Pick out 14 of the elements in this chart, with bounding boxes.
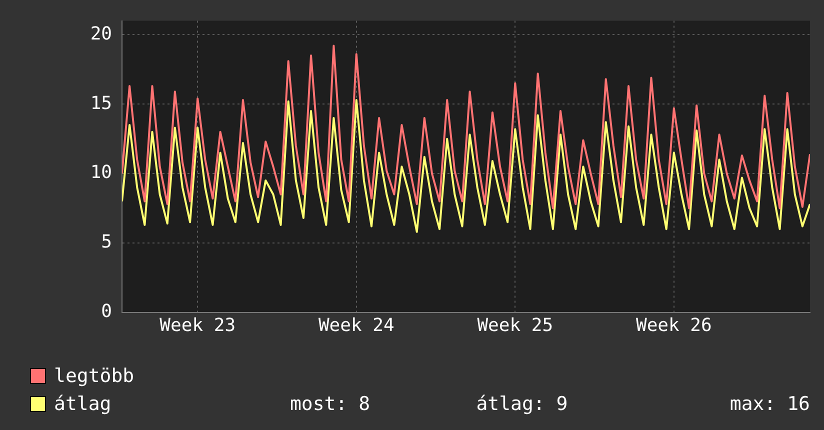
text: max: 16 (728, 393, 810, 415)
text: átlag: 9 (475, 393, 569, 415)
text: most: 8 (288, 393, 372, 415)
legend-label: átlag (54, 393, 112, 415)
x-tick-label: Week 25 (477, 314, 554, 336)
y-tick-label: 0 (101, 301, 112, 322)
legend-label: legtöbb (54, 365, 136, 387)
y-tick-label: 10 (90, 162, 112, 184)
x-tick-label: Week 26 (636, 314, 712, 336)
y-tick-label: 5 (101, 232, 112, 253)
x-tick-label: Week 24 (318, 314, 394, 336)
x-tick-label: Week 23 (160, 314, 236, 336)
y-tick-label: 20 (90, 23, 112, 44)
y-tick-label: 15 (90, 92, 112, 114)
